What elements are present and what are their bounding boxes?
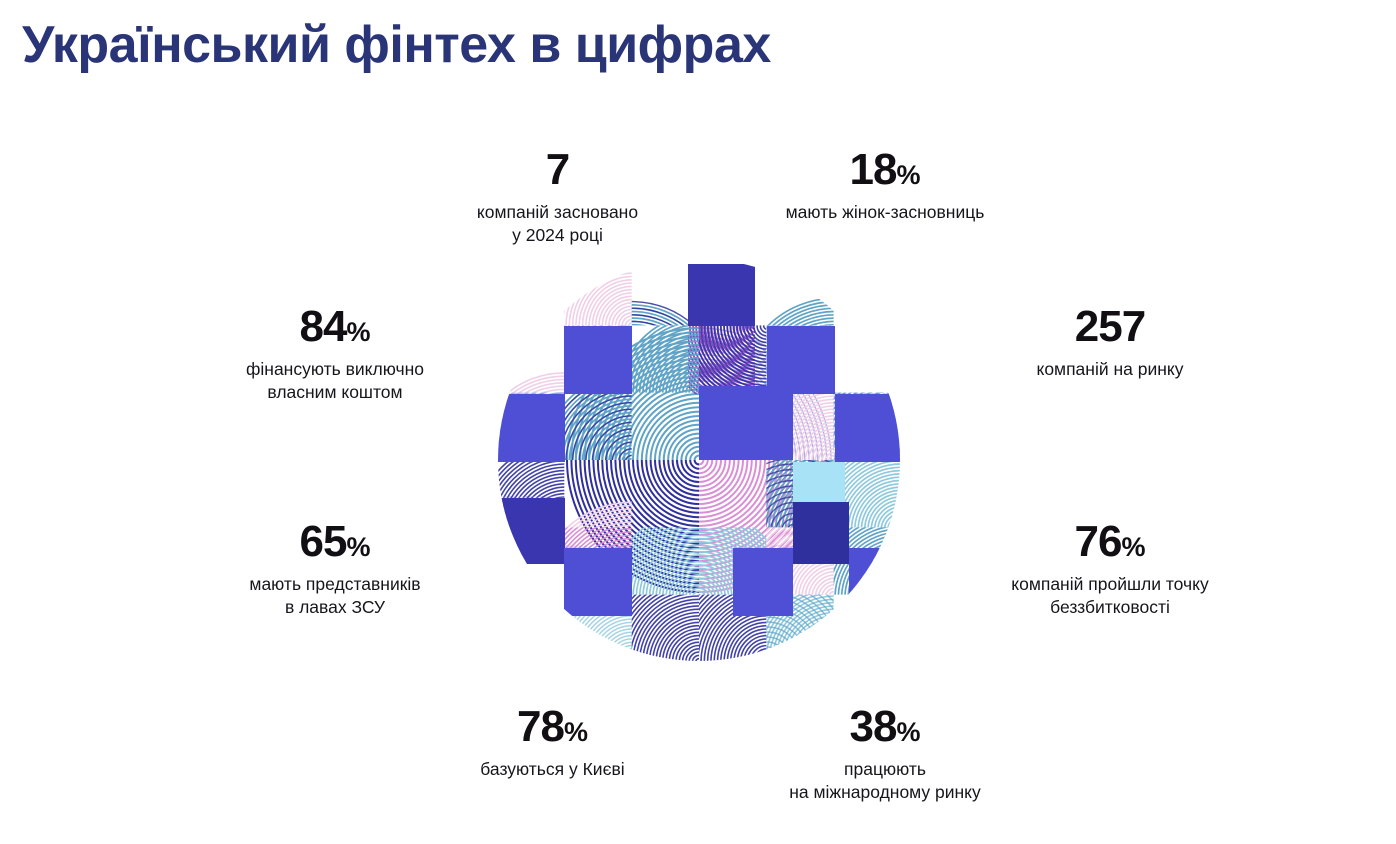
stat-break-even: 76% компаній пройшли точку беззбитковост… xyxy=(950,520,1270,619)
tile-lr-navy xyxy=(793,502,849,564)
stat-value: 38% xyxy=(735,705,1035,749)
stat-value: 84% xyxy=(185,305,485,349)
stat-number: 65 xyxy=(299,517,348,566)
stat-self-funded: 84% фінансують виключно власним коштом xyxy=(185,305,485,404)
stat-label: компаній засновано у 2024 році xyxy=(476,202,639,246)
stat-companies-on-market: 257 компаній на ринку xyxy=(955,305,1265,381)
stat-unit: % xyxy=(896,160,921,190)
tile-br-indigo xyxy=(849,548,900,604)
stat-label: базуються у Києві xyxy=(480,759,625,779)
stat-value: 7 xyxy=(425,148,690,192)
stat-number: 257 xyxy=(1074,302,1146,351)
stat-label: мають представників в лавах ЗСУ xyxy=(249,574,421,618)
stat-number: 38 xyxy=(849,702,898,751)
mosaic-disc xyxy=(498,259,900,661)
tile-ml-indigo xyxy=(498,394,565,462)
stat-label: працюють на міжнародному ринку xyxy=(789,759,981,803)
stat-label: компаній на ринку xyxy=(1036,359,1184,379)
stat-unit: % xyxy=(346,532,371,562)
stat-unit: % xyxy=(1121,532,1146,562)
mosaic-solid-squares xyxy=(498,264,900,616)
stat-label: мають жінок-засновниць xyxy=(785,202,985,222)
stat-companies-founded-2024: 7 компаній засновано у 2024 році xyxy=(425,148,690,247)
tile-ll-navy xyxy=(498,498,565,564)
stat-unit: % xyxy=(896,717,921,747)
tile-r-indigo xyxy=(835,394,900,462)
stat-number: 78 xyxy=(517,702,565,751)
stat-number: 76 xyxy=(1074,517,1123,566)
stat-value: 257 xyxy=(955,305,1265,349)
tile-center-indigo xyxy=(699,386,793,460)
stat-international-market: 38% працюють на міжнародному ринку xyxy=(735,705,1035,804)
tile-top-navy xyxy=(688,264,755,326)
tile-bl-indigo xyxy=(564,548,632,616)
abstract-circular-mosaic-graphic xyxy=(497,258,901,662)
stat-unit: % xyxy=(346,317,371,347)
stat-women-founders: 18% мають жінок-засновниць xyxy=(735,148,1035,224)
stat-based-in-kyiv: 78% базуються у Києві xyxy=(420,705,685,781)
stat-value: 78% xyxy=(420,705,685,749)
stat-number: 84 xyxy=(299,302,348,351)
stat-value: 76% xyxy=(950,520,1270,564)
stat-number: 7 xyxy=(545,145,571,194)
tile-ur-indigo xyxy=(767,326,835,394)
stat-label: фінансують виключно власним коштом xyxy=(246,359,424,403)
stat-unit: % xyxy=(563,717,588,747)
stat-number: 18 xyxy=(849,145,898,194)
stat-label: компаній пройшли точку беззбитковості xyxy=(1011,574,1209,618)
tile-sky xyxy=(793,462,845,502)
tile-bc-indigo xyxy=(733,548,793,616)
mosaic-svg xyxy=(498,259,900,661)
stat-value: 18% xyxy=(735,148,1035,192)
tile-ul-indigo xyxy=(564,326,632,394)
stat-value: 65% xyxy=(185,520,485,564)
page-title: Український фінтех в цифрах xyxy=(22,16,771,74)
stat-armed-forces: 65% мають представників в лавах ЗСУ xyxy=(185,520,485,619)
